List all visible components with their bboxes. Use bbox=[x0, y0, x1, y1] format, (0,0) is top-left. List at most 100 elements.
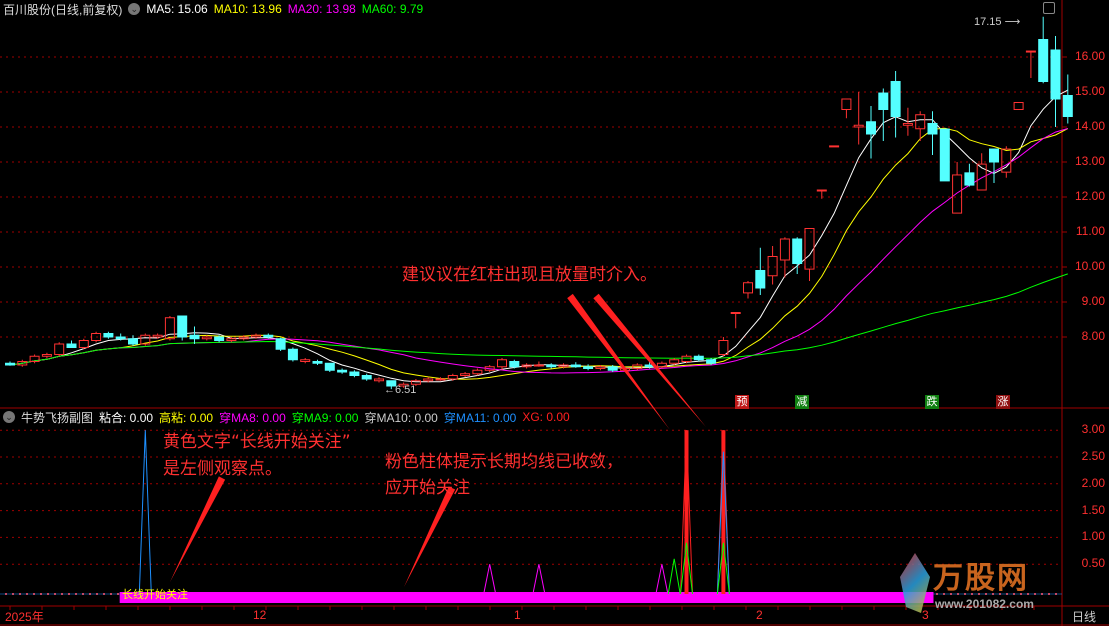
candle-body bbox=[915, 114, 926, 130]
candle-body bbox=[152, 334, 163, 338]
ma10-value: MA10: 13.96 bbox=[213, 2, 282, 16]
candle-body bbox=[164, 317, 175, 340]
candle-body bbox=[902, 123, 913, 126]
indicator-ma10: 穿MA10: 0.00 bbox=[364, 410, 438, 425]
sub-tick-label: 2.50 bbox=[1081, 449, 1105, 463]
xg-red-bar bbox=[721, 430, 726, 594]
candle-body bbox=[681, 355, 692, 362]
yellow-annotation-line1: 黄色文字“长线开始关注” bbox=[163, 432, 351, 452]
candle-body bbox=[226, 338, 237, 341]
candle-body bbox=[41, 354, 52, 357]
candle-body bbox=[890, 81, 901, 117]
candle-body bbox=[866, 121, 876, 135]
main-chart-header: 百川股份(日线,前复权) ⌄ MA5: 15.06 MA10: 13.96 MA… bbox=[3, 1, 423, 17]
time-label: 12 bbox=[253, 608, 267, 622]
candle-body bbox=[939, 128, 950, 182]
time-label: 2 bbox=[756, 608, 763, 622]
sub-tick-label: 1.00 bbox=[1081, 529, 1105, 544]
pink-convergence-bar bbox=[119, 592, 934, 603]
candle-body bbox=[324, 362, 335, 371]
annotation-arrow bbox=[170, 476, 226, 582]
ma10-line bbox=[9, 127, 1069, 380]
signal-yu: 预 bbox=[735, 395, 749, 409]
candle-body bbox=[570, 364, 581, 368]
price-tick-label: 15.00 bbox=[1074, 84, 1105, 98]
candle-body bbox=[435, 378, 446, 381]
candle-body bbox=[91, 333, 102, 341]
indicator-spike bbox=[716, 451, 730, 595]
candle-body bbox=[447, 375, 458, 380]
entry-annotation: 建议议在红柱出现且放量时介入。 bbox=[402, 265, 657, 285]
candle-body bbox=[595, 366, 606, 369]
candle-body bbox=[115, 336, 126, 340]
candle-body bbox=[558, 364, 569, 368]
indicator-spike bbox=[667, 558, 681, 595]
candle-body bbox=[706, 359, 717, 364]
candle-body bbox=[263, 334, 274, 338]
indicator-ma11: 穿MA11: 0.00 bbox=[443, 410, 517, 425]
indicator-spike bbox=[680, 542, 693, 595]
period-label[interactable]: 日线 bbox=[1072, 610, 1097, 624]
ma60-line bbox=[9, 273, 1068, 366]
sub-tick-label: 2.00 bbox=[1081, 475, 1105, 490]
candle-body bbox=[607, 366, 618, 371]
annotation-arrow bbox=[404, 486, 456, 587]
candle-body bbox=[816, 189, 827, 192]
indicator-spike bbox=[483, 564, 497, 595]
indicator-nianhe: 粘合: 0.00 bbox=[99, 410, 154, 425]
candle-body bbox=[1038, 39, 1049, 82]
price-tick-label: 11.00 bbox=[1075, 224, 1105, 238]
pink-annotation-line1: 粉色柱体提示长期均线已收敛， bbox=[385, 452, 623, 472]
signal-jian: 减 bbox=[795, 395, 809, 409]
signal-zhang: 涨 bbox=[996, 395, 1010, 409]
chevron-down-icon[interactable]: ⌄ bbox=[128, 3, 141, 15]
candle-body bbox=[952, 174, 963, 214]
candle-body bbox=[964, 172, 975, 186]
chevron-down-icon[interactable]: ⌄ bbox=[3, 411, 15, 423]
candle-body bbox=[804, 228, 815, 270]
sub-chart-header: ⌄ 牛势飞扬副图 粘合: 0.00 高粘: 0.00 穿MA8: 0.00 穿M… bbox=[3, 409, 570, 425]
price-tick-label: 14.00 bbox=[1074, 119, 1105, 133]
ma60-value: MA60: 9.79 bbox=[361, 2, 424, 16]
indicator-spike bbox=[138, 430, 152, 595]
price-tick-label: 8.00 bbox=[1081, 329, 1105, 343]
yellow-annotation-line2: 是左侧观察点。 bbox=[163, 459, 282, 479]
window-toggle-icon[interactable] bbox=[1043, 2, 1055, 14]
candle-body bbox=[989, 148, 999, 163]
sub-title: 牛势飞扬副图 bbox=[21, 410, 94, 425]
candle-body bbox=[460, 373, 471, 376]
candle-body bbox=[718, 340, 729, 355]
candle-body bbox=[78, 340, 89, 348]
candle-body bbox=[779, 238, 790, 261]
candle-body bbox=[829, 145, 840, 148]
price-tick-label: 12.00 bbox=[1074, 189, 1105, 203]
candle-body bbox=[1025, 50, 1036, 53]
candle-body bbox=[656, 362, 667, 368]
candle-body bbox=[730, 312, 741, 314]
candle-body bbox=[521, 364, 532, 368]
annotation-arrow bbox=[567, 293, 670, 430]
candle-body bbox=[214, 336, 225, 341]
indicator-ma9: 穿MA9: 0.00 bbox=[291, 410, 359, 425]
chart-title: 百川股份(日线,前复权) bbox=[3, 2, 123, 17]
price-tick-label: 10.00 bbox=[1074, 259, 1105, 273]
candle-body bbox=[841, 98, 852, 110]
candle-body bbox=[66, 343, 77, 348]
candle-body bbox=[5, 362, 15, 366]
ma5-value: MA5: 15.06 bbox=[146, 2, 208, 16]
indicator-ma8: 穿MA8: 0.00 bbox=[219, 410, 286, 425]
price-tick-label: 9.00 bbox=[1081, 294, 1105, 308]
candle-body bbox=[349, 371, 360, 376]
candle-body bbox=[853, 124, 864, 128]
candle-body bbox=[509, 361, 520, 368]
candle-body bbox=[1062, 95, 1073, 117]
candle-body bbox=[533, 364, 544, 367]
ma20-line bbox=[9, 128, 1068, 374]
sub-tick-label: 3.00 bbox=[1081, 422, 1105, 437]
candle-body bbox=[103, 333, 114, 338]
indicator-spike bbox=[655, 564, 669, 595]
candle-body bbox=[17, 361, 28, 366]
candle-body bbox=[1013, 102, 1024, 110]
annotation-arrow bbox=[593, 293, 706, 427]
candle-body bbox=[497, 359, 507, 368]
